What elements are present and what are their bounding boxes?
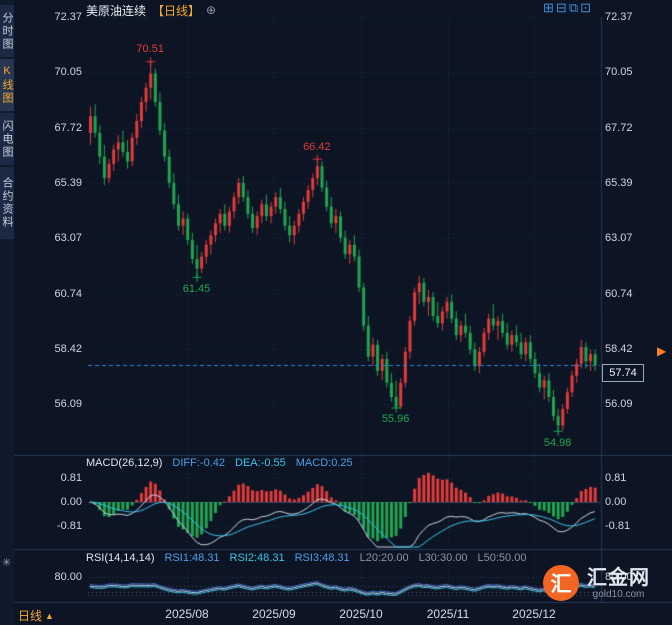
- last-price-value: 57.74: [609, 367, 637, 379]
- rsi2-value: RSI2:48.31: [229, 552, 285, 564]
- split-layout-icon[interactable]: ⊟: [555, 0, 567, 15]
- period-up-arrow-icon: ▲: [45, 610, 54, 621]
- gold10-logo-text: 汇金网 gold10.com: [587, 567, 650, 600]
- last-price-tag: 57.74: [602, 364, 644, 382]
- rsi1-value: RSI1:48.31: [164, 552, 220, 564]
- sidebar-tab-contract-info[interactable]: 合约资料: [0, 167, 14, 239]
- multi-window-icon[interactable]: ⧉: [568, 0, 579, 15]
- chart-titlebar: 美原油连续 【日线】 ⊕: [86, 3, 217, 18]
- add-indicator-icon[interactable]: ⊕: [206, 3, 217, 17]
- macd-macd-value: MACD:0.25: [295, 457, 353, 469]
- bottom-period-label[interactable]: 日线 ▲: [18, 607, 54, 624]
- rsi-header: RSI(14,14,14) RSI1:48.31 RSI2:48.31 RSI3…: [86, 552, 526, 564]
- sidebar-tab-lightning-chart[interactable]: 闪电图: [0, 113, 14, 165]
- gold10-logo-icon: 汇: [543, 565, 579, 601]
- site-url: gold10.com: [592, 588, 645, 600]
- rsi-l20-value: L20:20.00: [359, 552, 409, 564]
- gold10-watermark: 汇 汇金网 gold10.com: [543, 565, 650, 601]
- rsi-l30-value: L30:30.00: [418, 552, 468, 564]
- layout-icons: ⊞ ⊟ ⧉ ⊡: [543, 0, 591, 15]
- sidebar: 分时图 K线图 闪电图 合约资料: [0, 0, 14, 625]
- rsi-title: RSI(14,14,14): [86, 552, 155, 564]
- macd-diff-value: DIFF:-0.42: [172, 457, 225, 469]
- macd-dea-value: DEA:-0.55: [235, 457, 286, 469]
- sidebar-tab-kline-chart[interactable]: K线图: [0, 59, 14, 111]
- bottom-period-text: 日线: [18, 609, 43, 623]
- indicator-settings-icon[interactable]: ✳: [2, 557, 12, 569]
- single-window-icon[interactable]: ⊡: [580, 0, 592, 15]
- period-tag: 【日线】: [152, 3, 201, 18]
- sidebar-tab-time-chart[interactable]: 分时图: [0, 5, 14, 57]
- grid-layout-icon[interactable]: ⊞: [543, 0, 554, 15]
- symbol-name: 美原油连续: [86, 3, 147, 18]
- macd-title: MACD(26,12,9): [86, 457, 163, 469]
- macd-header: MACD(26,12,9) DIFF:-0.42 DEA:-0.55 MACD:…: [86, 457, 353, 469]
- price-marker-arrow-icon[interactable]: ▶: [657, 344, 667, 358]
- site-name: 汇金网: [587, 566, 650, 589]
- rsi-l50-value: L50:50.00: [477, 552, 527, 564]
- rsi3-value: RSI3:48.31: [294, 552, 350, 564]
